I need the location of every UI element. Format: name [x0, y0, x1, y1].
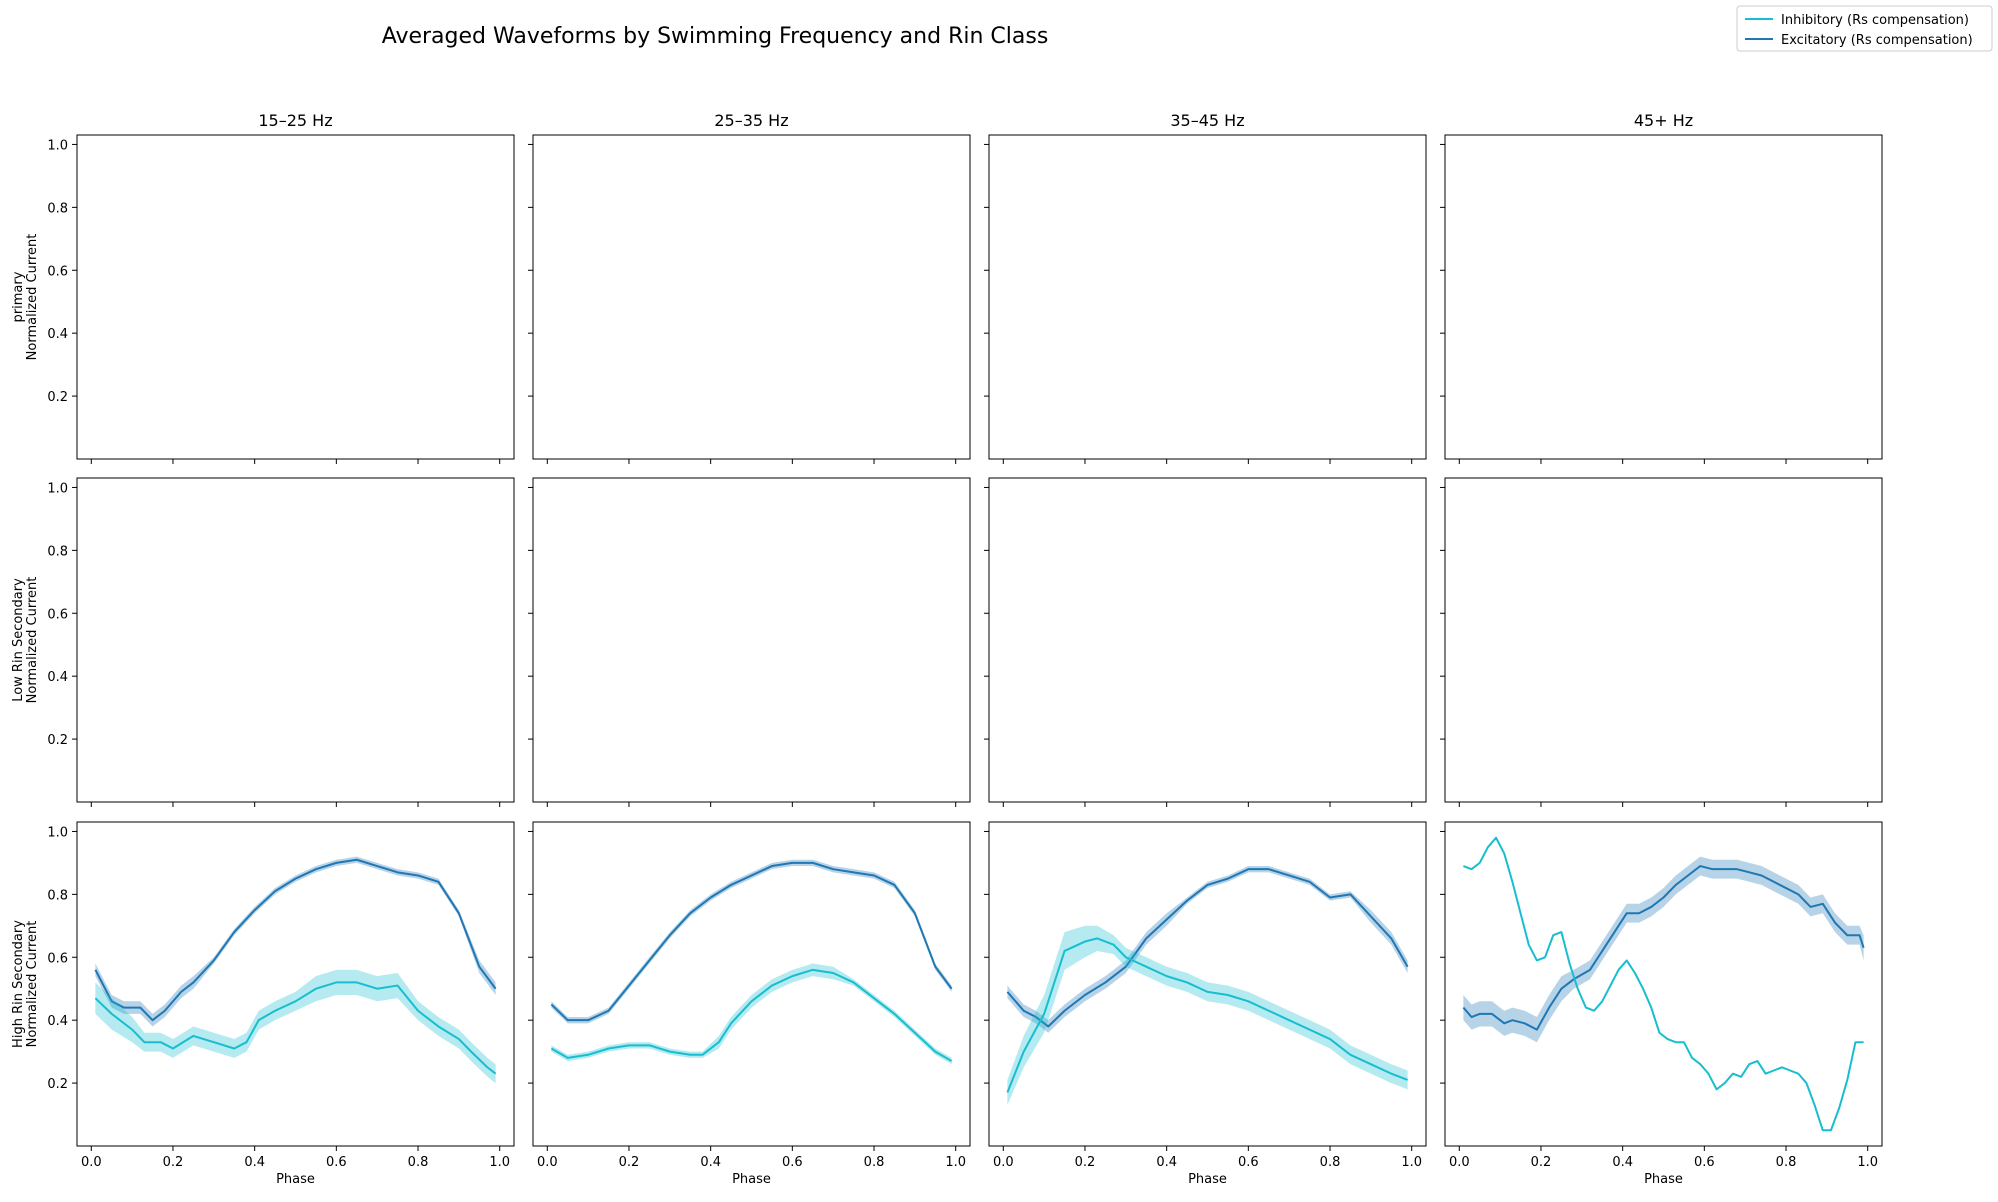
y-axis-label-line2: Normalized Current	[25, 577, 40, 704]
excitatory-band-r2-c3	[1463, 856, 1864, 1043]
y-tick-label: 0.2	[47, 390, 68, 405]
x-tick-label: 0.6	[1694, 1155, 1715, 1170]
x-axis-label: Phase	[1188, 1172, 1227, 1187]
y-axis-label-line2: Normalized Current	[25, 234, 40, 361]
inhibitory-line-r2-c3	[1463, 836, 1864, 1132]
panel-frame	[988, 134, 1427, 460]
panel-frame	[532, 821, 971, 1147]
x-tick-label: 0.2	[1075, 1155, 1096, 1170]
x-tick-label: 0.0	[537, 1155, 558, 1170]
y-tick-label: 0.4	[47, 670, 68, 685]
legend-label-1: Excitatory (Rs compensation)	[1781, 33, 1973, 48]
x-tick-label: 0.6	[1238, 1155, 1259, 1170]
y-tick-label: 0.2	[47, 1077, 68, 1092]
panel-frame	[1444, 134, 1883, 460]
inhibitory-band-r2-c0	[95, 969, 496, 1084]
x-tick-label: 0.6	[782, 1155, 803, 1170]
x-tick-label: 0.2	[1531, 1155, 1552, 1170]
panel-r0-c2: 35–45 Hz	[984, 111, 1427, 464]
x-tick-label: 0.4	[244, 1155, 265, 1170]
column-title: 15–25 Hz	[258, 111, 332, 130]
x-tick-label: 0.8	[1776, 1155, 1797, 1170]
x-tick-label: 0.2	[619, 1155, 640, 1170]
panel-frame	[1444, 821, 1883, 1147]
excitatory-line-r2-c2	[1006, 868, 1409, 1028]
panel-frame	[76, 821, 515, 1147]
y-tick-label: 0.8	[47, 544, 68, 559]
panel-r2-c2: 0.0 0.2 0.4 0.6 0.8 1.0 Phase	[984, 821, 1427, 1187]
inhibitory-line-r2-c2	[1006, 937, 1408, 1093]
y-tick-label: 0.4	[47, 327, 68, 342]
x-tick-label: 1.0	[1857, 1155, 1878, 1170]
panel-r1-c2	[984, 477, 1427, 807]
panel-r2-c1: 0.0 0.2 0.4 0.6 0.8 1.0 Phase	[528, 821, 971, 1187]
legend-frame	[1736, 5, 1993, 52]
panel-frame	[532, 134, 971, 460]
panel-frame	[76, 477, 515, 803]
x-tick-label: 0.8	[864, 1155, 885, 1170]
x-tick-label: 0.4	[700, 1155, 721, 1170]
column-title: 45+ Hz	[1634, 111, 1693, 130]
excitatory-band-r2-c0	[95, 856, 496, 1027]
y-tick-label: 0.2	[47, 733, 68, 748]
y-tick-label: 0.6	[47, 951, 68, 966]
x-tick-label: 1.0	[945, 1155, 966, 1170]
x-tick-label: 0.4	[1612, 1155, 1633, 1170]
y-tick-label: 0.6	[47, 607, 68, 622]
y-tick-label: 1.0	[47, 825, 68, 840]
y-tick-label: 1.0	[47, 481, 68, 496]
column-title: 25–35 Hz	[714, 111, 788, 130]
panel-r2-c3: 0.0 0.2 0.4 0.6 0.8 1.0 Phase	[1440, 821, 1883, 1187]
x-tick-label: 0.4	[1156, 1155, 1177, 1170]
panel-r2-c0: 0.0 0.2 0.4 0.6 0.8 1.0 0.2 0.4 0.6 0.8 1.0 Phase Hi…	[11, 821, 515, 1187]
panel-frame	[988, 821, 1427, 1147]
y-tick-label: 0.8	[47, 888, 68, 903]
excitatory-line-r2-c3	[1462, 865, 1865, 1031]
excitatory-line-r2-c1	[550, 861, 953, 1022]
x-axis-label: Phase	[1644, 1172, 1683, 1187]
figure-title: Averaged Waveforms by Swimming Frequency…	[382, 24, 1049, 49]
y-tick-label: 0.6	[47, 264, 68, 279]
x-axis-label: Phase	[276, 1172, 315, 1187]
column-title: 35–45 Hz	[1170, 111, 1244, 130]
x-axis-label: Phase	[732, 1172, 771, 1187]
x-tick-label: 0.8	[1320, 1155, 1341, 1170]
y-tick-label: 0.4	[47, 1014, 68, 1029]
panel-r0-c0: 0.2 0.4 0.6 0.8 1.0 15–25 Hz primary Normalized…	[11, 111, 515, 464]
x-tick-label: 1.0	[489, 1155, 510, 1170]
panel-r1-c3	[1440, 477, 1883, 807]
inhibitory-line-r2-c1	[550, 968, 953, 1062]
panel-frame	[532, 477, 971, 803]
panel-frame	[988, 477, 1427, 803]
legend-label-0: Inhibitory (Rs compensation)	[1781, 13, 1969, 28]
y-axis-label-line1: primary	[11, 271, 26, 322]
x-tick-label: 0.0	[1449, 1155, 1470, 1170]
panel-r0-c1: 25–35 Hz	[528, 111, 971, 464]
x-tick-label: 0.6	[326, 1155, 347, 1170]
x-tick-label: 0.0	[81, 1155, 102, 1170]
x-tick-label: 0.0	[993, 1155, 1014, 1170]
panel-frame	[76, 134, 515, 460]
legend: Inhibitory (Rs compensation) Excitatory (…	[1736, 5, 1993, 52]
y-axis-label-line1: Low Rin Secondary	[11, 578, 26, 702]
panel-r1-c1	[528, 477, 971, 807]
x-tick-label: 0.2	[163, 1155, 184, 1170]
inhibitory-band-r2-c1	[551, 963, 952, 1065]
panel-frame	[1444, 477, 1883, 803]
x-tick-label: 0.8	[408, 1155, 429, 1170]
panel-r1-c0: 0.2 0.4 0.6 0.8 1.0 Low Rin Secondary Normaliz…	[11, 477, 515, 807]
y-axis-label-line1: High Rin Secondary	[11, 920, 26, 1048]
y-tick-label: 0.8	[47, 201, 68, 216]
panel-r0-c3: 45+ Hz	[1440, 111, 1883, 464]
y-axis-label-line2: Normalized Current	[25, 921, 40, 1048]
x-tick-label: 1.0	[1401, 1155, 1422, 1170]
excitatory-line-r2-c0	[94, 858, 497, 1022]
inhibitory-band-r2-c2	[1007, 925, 1408, 1106]
y-tick-label: 1.0	[47, 138, 68, 153]
inhibitory-line-r2-c0	[94, 981, 497, 1075]
